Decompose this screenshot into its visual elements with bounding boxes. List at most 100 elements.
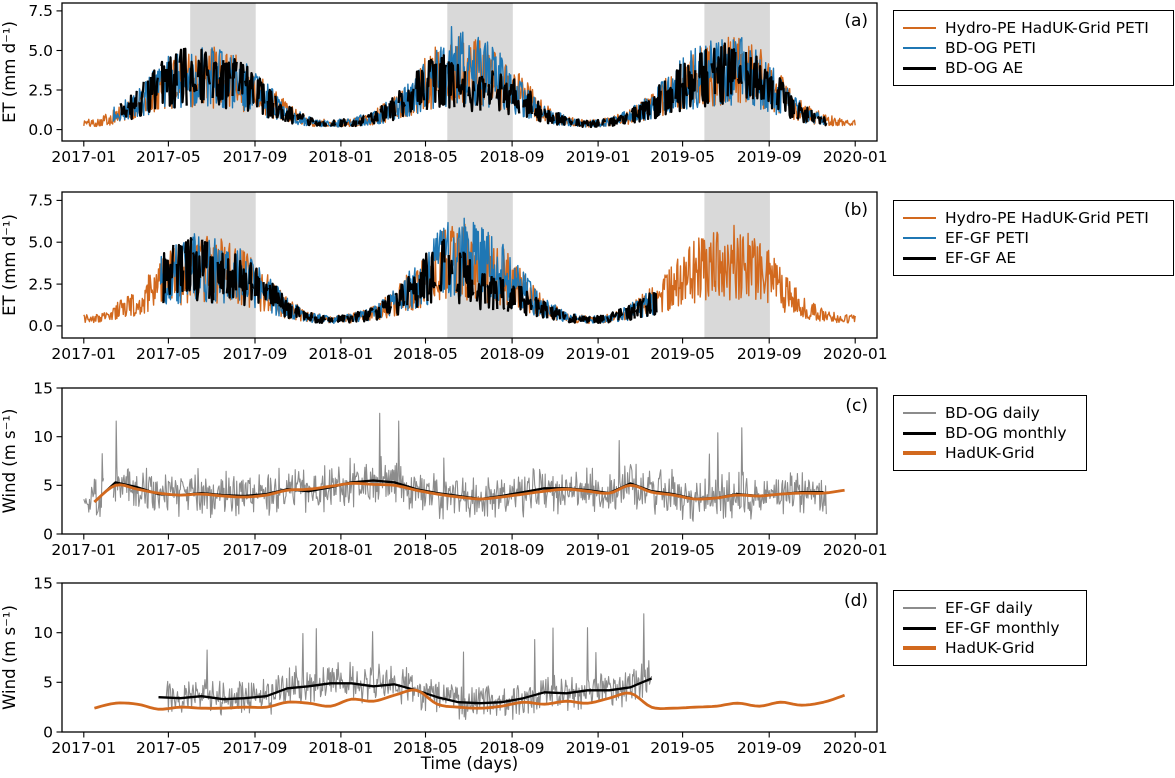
panel-letter: (a) [844, 11, 868, 31]
x-tick-label: 2019-09 [737, 541, 802, 559]
legend-line-swatch [903, 47, 936, 49]
x-tick-label: 2018-01 [309, 739, 374, 757]
legend-item: Hydro-PE HadUK-Grid PETI [903, 18, 1165, 38]
legend-line-swatch [903, 607, 936, 609]
legend-label: Hydro-PE HadUK-Grid PETI [945, 19, 1149, 37]
x-tick-label: 2017-01 [51, 541, 116, 559]
legend-label: EF-GF daily [945, 599, 1033, 617]
y-tick-label: 0 [43, 525, 53, 543]
legend-b: Hydro-PE HadUK-Grid PETI EF-GF PETI EF-GF … [893, 200, 1174, 276]
x-tick-label: 2017-05 [136, 345, 201, 363]
x-tick-label: 2019-05 [650, 739, 715, 757]
x-tick-label: 2017-09 [223, 739, 288, 757]
legend-item: BD-OG monthly [903, 423, 1078, 443]
x-tick-label: 2019-01 [566, 345, 631, 363]
y-axis-label: Wind (m s⁻¹) [0, 605, 19, 710]
legend-label: EF-GF monthly [945, 619, 1060, 637]
legend-item: HadUK-Grid [903, 443, 1078, 463]
y-axis-label: ET (mm d⁻¹) [0, 214, 19, 316]
x-tick-label: 2018-05 [393, 148, 458, 166]
legend-item: HadUK-Grid [903, 638, 1078, 658]
legend-label: BD-OG monthly [945, 424, 1067, 442]
legend-line-swatch [903, 256, 936, 260]
series-ef-gf-ae [162, 237, 658, 324]
x-tick-label: 2018-05 [393, 739, 458, 757]
legend-a: Hydro-PE HadUK-Grid PETI BD-OG PETI BD-OG … [893, 10, 1174, 86]
panel-letter: (b) [844, 200, 868, 220]
x-tick-label: 2018-09 [480, 541, 545, 559]
legend-d: EF-GF daily EF-GF monthly HadUK-Grid [893, 590, 1087, 666]
x-tick-label: 2020-01 [823, 541, 888, 559]
y-tick-label: 15 [33, 379, 53, 397]
y-tick-label: 7.5 [28, 192, 53, 210]
x-tick-label: 2017-01 [51, 739, 116, 757]
x-tick-label: 2019-09 [737, 739, 802, 757]
legend-item: EF-GF AE [903, 248, 1165, 268]
legend-line-swatch [903, 431, 936, 435]
x-tick-label: 2019-01 [566, 148, 631, 166]
x-tick-label: 2020-01 [823, 345, 888, 363]
x-tick-label: 2018-01 [309, 148, 374, 166]
x-tick-label: 2017-05 [136, 148, 201, 166]
y-tick-label: 5 [43, 674, 53, 692]
legend-line-swatch [903, 66, 936, 70]
x-tick-label: 2017-01 [51, 345, 116, 363]
series-bd-og-daily [83, 412, 827, 522]
x-tick-label: 2019-05 [650, 345, 715, 363]
legend-line-swatch [903, 237, 936, 239]
x-tick-label: 2018-05 [393, 345, 458, 363]
legend-item: BD-OG AE [903, 58, 1165, 78]
x-tick-label: 2020-01 [823, 148, 888, 166]
panel-a: 2017-01 2017-05 2017-09 2018-01 2018-05 2018-… [0, 2, 888, 166]
legend-item: EF-GF monthly [903, 618, 1078, 638]
legend-item: BD-OG daily [903, 403, 1078, 423]
panel-frame [61, 191, 878, 339]
legend-label: EF-GF PETI [945, 229, 1029, 247]
series-haduk-grid [93, 481, 845, 503]
legend-label: BD-OG AE [945, 59, 1024, 77]
y-tick-label: 5.0 [28, 42, 53, 60]
legend-item: EF-GF daily [903, 598, 1078, 618]
legend-line-swatch [903, 451, 936, 455]
panel-frame [61, 582, 878, 733]
x-tick-label: 2017-09 [223, 345, 288, 363]
x-tick-label: 2018-05 [393, 541, 458, 559]
y-tick-label: 0 [43, 723, 53, 741]
y-tick-label: 2.5 [28, 81, 53, 99]
y-tick-label: 0.0 [28, 121, 53, 139]
legend-line-swatch [903, 626, 936, 630]
x-tick-label: 2020-01 [823, 739, 888, 757]
legend-label: EF-GF AE [945, 249, 1017, 267]
y-tick-label: 2.5 [28, 275, 53, 293]
panel-letter: (c) [845, 396, 868, 416]
legend-line-swatch [903, 646, 936, 650]
legend-line-swatch [903, 217, 936, 219]
x-tick-label: 2019-09 [737, 148, 802, 166]
y-tick-label: 0.0 [28, 317, 53, 335]
legend-label: HadUK-Grid [945, 444, 1035, 462]
x-tick-label: 2018-01 [309, 541, 374, 559]
x-tick-label: 2017-09 [223, 541, 288, 559]
x-tick-label: 2018-09 [480, 739, 545, 757]
y-axis-label: ET (mm d⁻¹) [0, 21, 19, 123]
legend-label: Hydro-PE HadUK-Grid PETI [945, 209, 1149, 227]
panel-frame [61, 2, 878, 142]
series-bd-og-ae [119, 42, 828, 129]
legend-label: BD-OG PETI [945, 39, 1036, 57]
y-tick-label: 5.0 [28, 234, 53, 252]
legend-c: BD-OG daily BD-OG monthly HadUK-Grid [893, 395, 1087, 471]
y-axis-label: Wind (m s⁻¹) [0, 409, 19, 514]
x-tick-label: 2019-09 [737, 345, 802, 363]
panel-frame [61, 387, 878, 535]
panel-b: 2017-01 2017-05 2017-09 2018-01 2018-05 2018-… [0, 191, 888, 363]
y-tick-label: 5 [43, 477, 53, 495]
legend-line-swatch [903, 412, 936, 414]
x-tick-label: 2018-09 [480, 148, 545, 166]
x-axis-label: Time (days) [420, 754, 518, 773]
y-tick-label: 7.5 [28, 2, 53, 20]
legend-line-swatch [903, 27, 936, 29]
legend-item: BD-OG PETI [903, 38, 1165, 58]
x-tick-label: 2017-09 [223, 148, 288, 166]
series-haduk-grid [94, 688, 846, 711]
